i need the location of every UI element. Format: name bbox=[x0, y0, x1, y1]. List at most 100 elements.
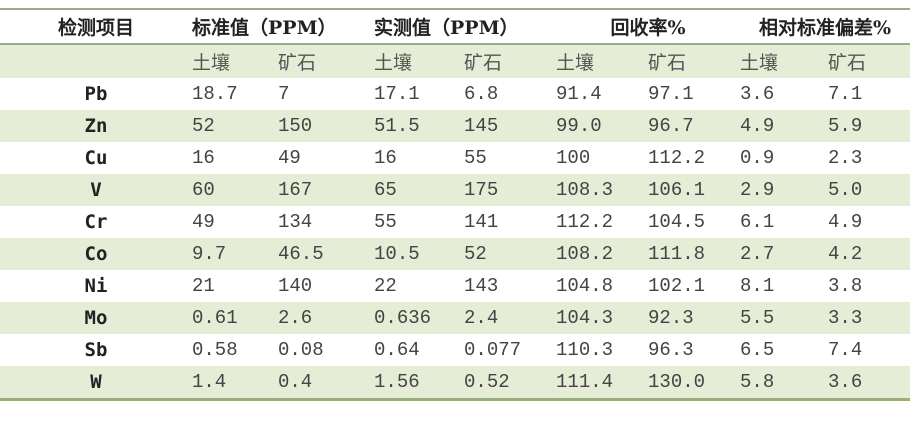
subheader-row: 土壤 矿石 土壤 矿石 土壤 矿石 土壤 矿石 bbox=[0, 44, 910, 78]
value-cell: 1.56 bbox=[374, 366, 465, 401]
value-cell: 141 bbox=[464, 211, 499, 233]
subheader-cell: 土壤 bbox=[740, 44, 829, 78]
value-cell: 99.0 bbox=[556, 110, 649, 142]
table-row: V 60 167 65 175 108.3 106.1 2.9 5.0 bbox=[0, 174, 910, 206]
value-cell: 6.1 bbox=[740, 211, 775, 233]
value-cell: 0.52 bbox=[464, 366, 557, 401]
results-table: 检测项目 标准值（PPM） 实测值（PPM） 回收率% 相对标准偏差% 土壤 矿… bbox=[0, 8, 910, 401]
subheader-cell: 矿石 bbox=[464, 44, 557, 78]
value-cell: 130.0 bbox=[648, 366, 741, 401]
element-cell: Cr bbox=[84, 211, 108, 233]
value-cell: 6.5 bbox=[740, 339, 775, 361]
value-cell: 2.9 bbox=[740, 174, 829, 206]
value-cell: 2.7 bbox=[740, 238, 829, 270]
value-cell: 5.0 bbox=[828, 174, 910, 206]
header-measured: 实测值（PPM） bbox=[374, 8, 557, 45]
value-cell: 5.9 bbox=[828, 110, 910, 142]
value-cell: 49 bbox=[192, 211, 215, 233]
value-cell: 60 bbox=[192, 174, 278, 206]
value-cell: 52 bbox=[192, 110, 278, 142]
subheader-cell: 土壤 bbox=[192, 44, 278, 78]
value-cell: 0.4 bbox=[278, 366, 375, 401]
table-row: Mo 0.61 2.6 0.636 2.4 104.3 92.3 5.5 3.3 bbox=[0, 302, 910, 334]
table-body: Pb 18.7 7 17.1 6.8 91.4 97.1 3.6 7.1 Zn 52 150 51.5 1… bbox=[0, 78, 910, 401]
table-row: Ni 21 140 22 143 104.8 102.1 8.1 3.8 bbox=[0, 270, 910, 302]
table-row: Zn 52 150 51.5 145 99.0 96.7 4.9 5.9 bbox=[0, 110, 910, 142]
value-cell: 55 bbox=[464, 147, 487, 169]
value-cell: 91.4 bbox=[556, 83, 602, 105]
value-cell: 0.64 bbox=[374, 339, 420, 361]
value-cell: 0.9 bbox=[740, 147, 775, 169]
subheader-cell: 矿石 bbox=[648, 44, 741, 78]
value-cell: 5.8 bbox=[740, 366, 829, 401]
value-cell: 145 bbox=[464, 110, 557, 142]
value-cell: 97.1 bbox=[648, 83, 694, 105]
value-cell: 52 bbox=[464, 238, 557, 270]
value-cell: 106.1 bbox=[648, 174, 741, 206]
element-cell: Co bbox=[0, 238, 192, 270]
value-cell: 167 bbox=[278, 174, 375, 206]
value-cell: 112.2 bbox=[556, 211, 614, 233]
value-cell: 111.8 bbox=[648, 238, 741, 270]
value-cell: 65 bbox=[374, 174, 465, 206]
value-cell: 7 bbox=[278, 83, 290, 105]
element-cell: Cu bbox=[84, 147, 108, 169]
value-cell: 150 bbox=[278, 110, 375, 142]
subheader-cell: 土壤 bbox=[374, 44, 465, 78]
value-cell: 134 bbox=[278, 211, 313, 233]
value-cell: 0.077 bbox=[464, 339, 522, 361]
value-cell: 0.58 bbox=[192, 339, 238, 361]
value-cell: 2.4 bbox=[464, 302, 557, 334]
value-cell: 4.9 bbox=[740, 110, 829, 142]
value-cell: 1.4 bbox=[192, 366, 278, 401]
value-cell: 140 bbox=[278, 275, 313, 297]
value-cell: 17.1 bbox=[374, 83, 420, 105]
header-standard: 标准值（PPM） bbox=[192, 8, 375, 45]
value-cell: 4.9 bbox=[828, 211, 863, 233]
value-cell: 55 bbox=[374, 211, 397, 233]
table-row: Cu 16 49 16 55 100 112.2 0.9 2.3 bbox=[0, 142, 910, 174]
value-cell: 51.5 bbox=[374, 110, 465, 142]
element-cell: Mo bbox=[0, 302, 192, 334]
value-cell: 3.3 bbox=[828, 302, 910, 334]
subheader-empty bbox=[0, 44, 192, 78]
value-cell: 111.4 bbox=[556, 366, 649, 401]
value-cell: 104.5 bbox=[648, 211, 706, 233]
subheader-cell: 土壤 bbox=[556, 44, 649, 78]
value-cell: 3.8 bbox=[828, 275, 863, 297]
value-cell: 100 bbox=[556, 147, 591, 169]
value-cell: 46.5 bbox=[278, 238, 375, 270]
value-cell: 108.2 bbox=[556, 238, 649, 270]
header-recovery: 回收率% bbox=[556, 8, 741, 45]
value-cell: 18.7 bbox=[192, 83, 238, 105]
element-cell: Ni bbox=[84, 275, 108, 297]
value-cell: 9.7 bbox=[192, 238, 278, 270]
value-cell: 108.3 bbox=[556, 174, 649, 206]
value-cell: 10.5 bbox=[374, 238, 465, 270]
value-cell: 7.4 bbox=[828, 339, 863, 361]
value-cell: 6.8 bbox=[464, 83, 499, 105]
value-cell: 104.3 bbox=[556, 302, 649, 334]
value-cell: 16 bbox=[192, 147, 215, 169]
value-cell: 102.1 bbox=[648, 275, 706, 297]
value-cell: 175 bbox=[464, 174, 557, 206]
table-row: Co 9.7 46.5 10.5 52 108.2 111.8 2.7 4.2 bbox=[0, 238, 910, 270]
header-item: 检测项目 bbox=[0, 8, 192, 45]
table-row: Pb 18.7 7 17.1 6.8 91.4 97.1 3.6 7.1 bbox=[0, 78, 910, 110]
table-row: Cr 49 134 55 141 112.2 104.5 6.1 4.9 bbox=[0, 206, 910, 238]
value-cell: 49 bbox=[278, 147, 301, 169]
element-cell: Pb bbox=[84, 83, 108, 105]
value-cell: 7.1 bbox=[828, 83, 863, 105]
value-cell: 4.2 bbox=[828, 238, 910, 270]
value-cell: 96.3 bbox=[648, 339, 694, 361]
element-cell: V bbox=[0, 174, 192, 206]
element-cell: Sb bbox=[84, 339, 108, 361]
subheader-cell: 矿石 bbox=[828, 44, 910, 78]
value-cell: 22 bbox=[374, 275, 397, 297]
value-cell: 2.6 bbox=[278, 302, 375, 334]
value-cell: 92.3 bbox=[648, 302, 741, 334]
value-cell: 5.5 bbox=[740, 302, 829, 334]
value-cell: 0.636 bbox=[374, 302, 465, 334]
value-cell: 2.3 bbox=[828, 147, 863, 169]
value-cell: 96.7 bbox=[648, 110, 741, 142]
